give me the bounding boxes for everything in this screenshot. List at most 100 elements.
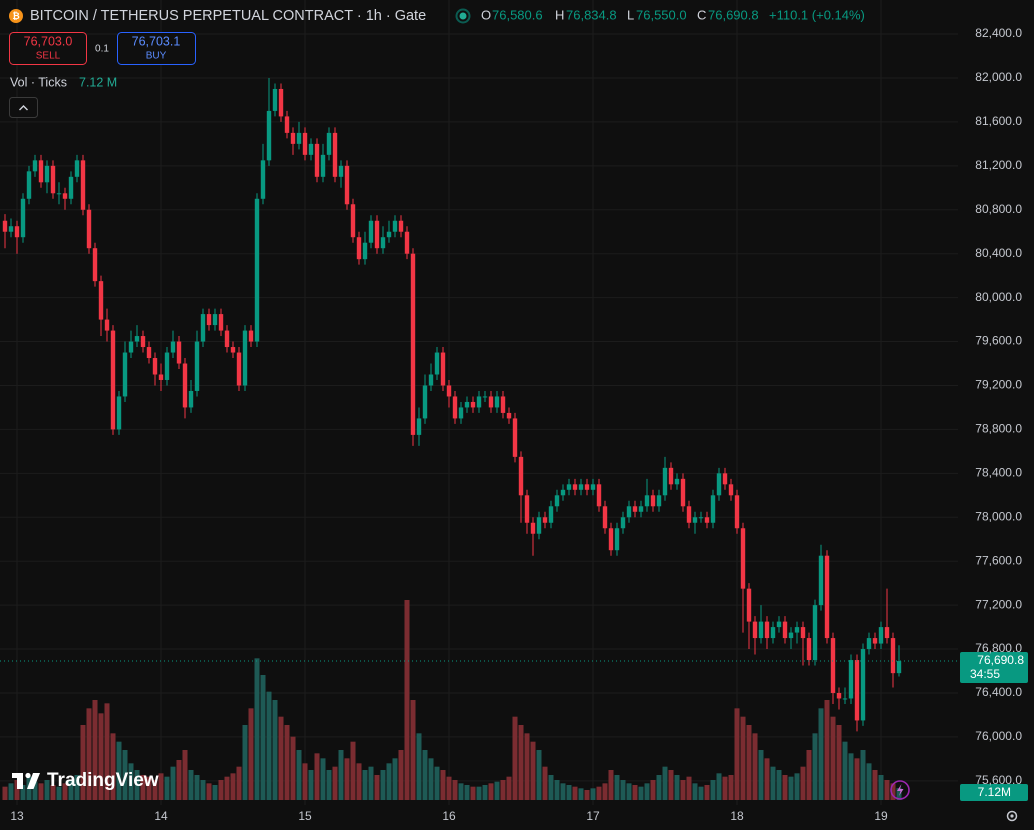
candle-body — [44, 165, 50, 183]
bitcoin-glyph: ₿ — [12, 11, 19, 21]
volume-bar — [746, 725, 752, 800]
volume-bar — [662, 766, 668, 800]
candle-body — [854, 660, 860, 721]
buy-label[interactable]: BUY — [146, 51, 167, 62]
volume-bar — [716, 773, 722, 800]
buy-box[interactable] — [117, 32, 196, 65]
y-tick-label: 79,200.0 — [975, 378, 1022, 392]
volume-bar — [182, 750, 188, 800]
volume-bar — [524, 733, 530, 800]
volume-bar — [782, 775, 788, 800]
candle-body — [290, 132, 296, 144]
candle-body — [524, 495, 530, 523]
candle-body — [200, 314, 206, 342]
y-tick-label: 79,600.0 — [975, 334, 1022, 348]
candle-body — [464, 401, 470, 408]
volume-bar — [734, 708, 740, 800]
volume-bar — [644, 783, 650, 800]
candle-body — [890, 638, 896, 674]
candle-body — [206, 314, 212, 326]
volume-bar — [806, 750, 812, 800]
volume-bar — [398, 750, 404, 800]
volume-bar — [140, 775, 146, 800]
sell-label[interactable]: SELL — [36, 51, 61, 62]
candle-body — [500, 396, 506, 413]
volume-bar — [50, 785, 56, 800]
alert-icon[interactable] — [890, 780, 910, 800]
candle-body — [884, 627, 890, 639]
volume-bar — [464, 785, 470, 800]
logo-mark — [17, 773, 23, 789]
volume-bar — [692, 783, 698, 800]
volume-bar — [158, 773, 164, 800]
volume-bar — [104, 703, 110, 800]
volume-bar — [752, 733, 758, 800]
volume-bar — [326, 770, 332, 800]
volume-bar — [494, 781, 500, 800]
candle-body — [764, 621, 770, 639]
candle-body — [20, 198, 26, 238]
candle-body — [338, 165, 344, 177]
price-change: +110.1 (+0.14%) — [769, 7, 865, 22]
candle-body — [110, 330, 116, 430]
volume-bar — [638, 786, 644, 800]
buy-price[interactable]: 76,703.1 — [132, 34, 181, 48]
volume-bar — [674, 775, 680, 800]
spread: 0.1 — [95, 44, 109, 55]
candle-body — [620, 517, 626, 529]
candle-body — [896, 661, 902, 674]
volume-bar — [548, 775, 554, 800]
volume-tag-value: 7.12M — [978, 785, 1011, 799]
sell-box[interactable] — [9, 32, 87, 65]
candle-body — [638, 506, 644, 512]
indicator-name[interactable]: Vol · Ticks — [10, 75, 67, 89]
candle-body — [188, 390, 194, 408]
volume-bar — [434, 766, 440, 800]
settings-icon[interactable] — [1006, 810, 1018, 822]
volume-bar — [416, 733, 422, 800]
candle-body — [98, 281, 104, 320]
y-tick-label: 81,600.0 — [975, 114, 1022, 128]
volume-layer — [2, 600, 902, 800]
candle-body — [434, 352, 440, 375]
sell-price[interactable]: 76,703.0 — [24, 34, 73, 48]
candle-body — [332, 132, 338, 177]
volume-bar — [506, 776, 512, 800]
collapse-button[interactable] — [9, 97, 38, 118]
volume-bar — [242, 725, 248, 800]
volume-bar — [110, 733, 116, 800]
settings-glyph — [1010, 814, 1014, 818]
candle-body — [878, 627, 884, 644]
candle-body — [476, 396, 482, 408]
candle-body — [650, 495, 656, 507]
candle-body — [626, 506, 632, 518]
candle-body — [314, 143, 320, 177]
candle-body — [734, 495, 740, 529]
volume-bar — [722, 776, 728, 800]
logo-mark — [27, 773, 40, 789]
sell-button[interactable]: 76,703.0 SELL — [9, 32, 87, 65]
candle-body — [152, 358, 158, 375]
candle-body — [212, 314, 218, 326]
volume-bar — [452, 780, 458, 800]
candle-body — [770, 627, 776, 639]
price-tag-value: 76,690.8 — [977, 653, 1024, 667]
volume-bar — [134, 770, 140, 800]
candle-body — [74, 160, 80, 177]
y-tick-label: 80,000.0 — [975, 290, 1022, 304]
y-tick-label: 80,800.0 — [975, 202, 1022, 216]
volume-bar — [194, 775, 200, 800]
candle-body — [722, 473, 728, 485]
chart-title[interactable]: BITCOIN / TETHERUS PERPETUAL CONTRACT · … — [30, 8, 426, 24]
volume-bar — [254, 658, 260, 800]
buy-button[interactable]: 76,703.1 BUY — [117, 32, 196, 65]
volume-bar — [2, 786, 8, 800]
candle-body — [440, 352, 446, 386]
candle-body — [410, 253, 416, 435]
volume-bar — [650, 780, 656, 800]
y-tick-label: 78,400.0 — [975, 466, 1022, 480]
countdown: 34:55 — [970, 667, 1000, 681]
volume-bar — [428, 758, 434, 800]
candle-body — [122, 352, 128, 397]
candle-body — [92, 248, 98, 282]
